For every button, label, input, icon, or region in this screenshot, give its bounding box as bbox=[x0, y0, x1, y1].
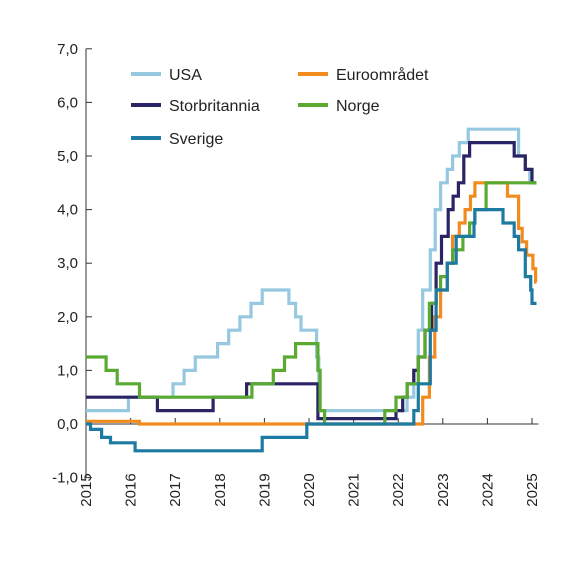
legend-label: USA bbox=[169, 67, 202, 84]
y-tick-label: 4,0 bbox=[57, 202, 78, 219]
y-tick-label: 3,0 bbox=[57, 255, 78, 272]
legend-label: Storbritannia bbox=[169, 98, 260, 115]
x-tick-label: 2019 bbox=[256, 473, 273, 506]
legend-label: Sverige bbox=[169, 131, 223, 148]
chart-series-lines bbox=[86, 127, 538, 453]
chart-axes: -1,0 0,0 1,0 2,0 3,0 4,0 5,0 6,0 7,0 2015 2016 2017… bbox=[52, 41, 541, 507]
chart-legend: USA Euroområdet Storbritannia Norge Sverige bbox=[131, 66, 429, 148]
legend-label: Euroområdet bbox=[336, 66, 429, 84]
y-tick-label: -1,0 bbox=[52, 470, 78, 487]
x-tick-label: 2024 bbox=[479, 473, 496, 506]
x-tick-label: 2018 bbox=[212, 473, 229, 506]
x-tick-label: 2025 bbox=[524, 473, 541, 506]
y-tick-label: 0,0 bbox=[57, 416, 78, 433]
y-tick-label: 2,0 bbox=[57, 309, 78, 326]
x-tick-label: 2015 bbox=[78, 473, 95, 506]
series-line-euroområdet bbox=[86, 181, 538, 426]
x-tick-label: 2021 bbox=[346, 473, 363, 506]
x-tick-label: 2016 bbox=[123, 473, 140, 506]
x-tick-label: 2023 bbox=[435, 473, 452, 506]
legend-label: Norge bbox=[336, 98, 380, 115]
y-tick-label: 6,0 bbox=[57, 94, 78, 111]
x-tick-label: 2017 bbox=[167, 473, 184, 506]
y-tick-label: 7,0 bbox=[57, 41, 78, 58]
series-line-norge bbox=[86, 181, 537, 426]
series-line-sverige bbox=[86, 208, 537, 453]
series-line-usa bbox=[86, 127, 537, 413]
x-tick-label: 2020 bbox=[301, 473, 318, 506]
y-tick-label: 5,0 bbox=[57, 148, 78, 165]
x-tick-label: 2022 bbox=[390, 473, 407, 506]
series-line-storbritannia bbox=[86, 141, 537, 421]
y-tick-label: 1,0 bbox=[57, 362, 78, 379]
